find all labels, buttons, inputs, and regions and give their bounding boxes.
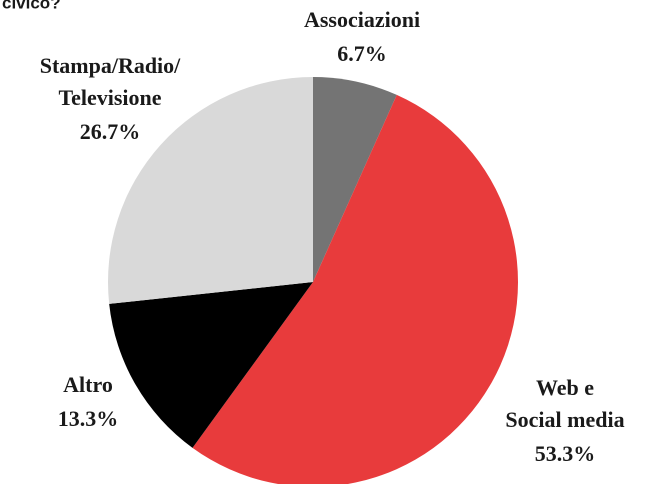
pie-slice [192,94,518,484]
slice-label: Altro [63,372,113,397]
value-label: 6.7% [337,41,387,66]
pie-slice [109,282,313,448]
value-label: 26.7% [80,119,141,144]
slice-label: Social media [505,407,624,432]
slice-label: Web e [536,375,594,400]
pie-slice [108,77,313,304]
chart-title: civico? [2,0,61,12]
slice-label: Televisione [58,85,161,110]
slice-label: Stampa/Radio/ [40,53,181,78]
pie-slice [313,77,397,282]
value-label: 13.3% [58,406,119,431]
value-label: 53.3% [535,441,596,466]
slice-label: Associazioni [304,7,420,32]
